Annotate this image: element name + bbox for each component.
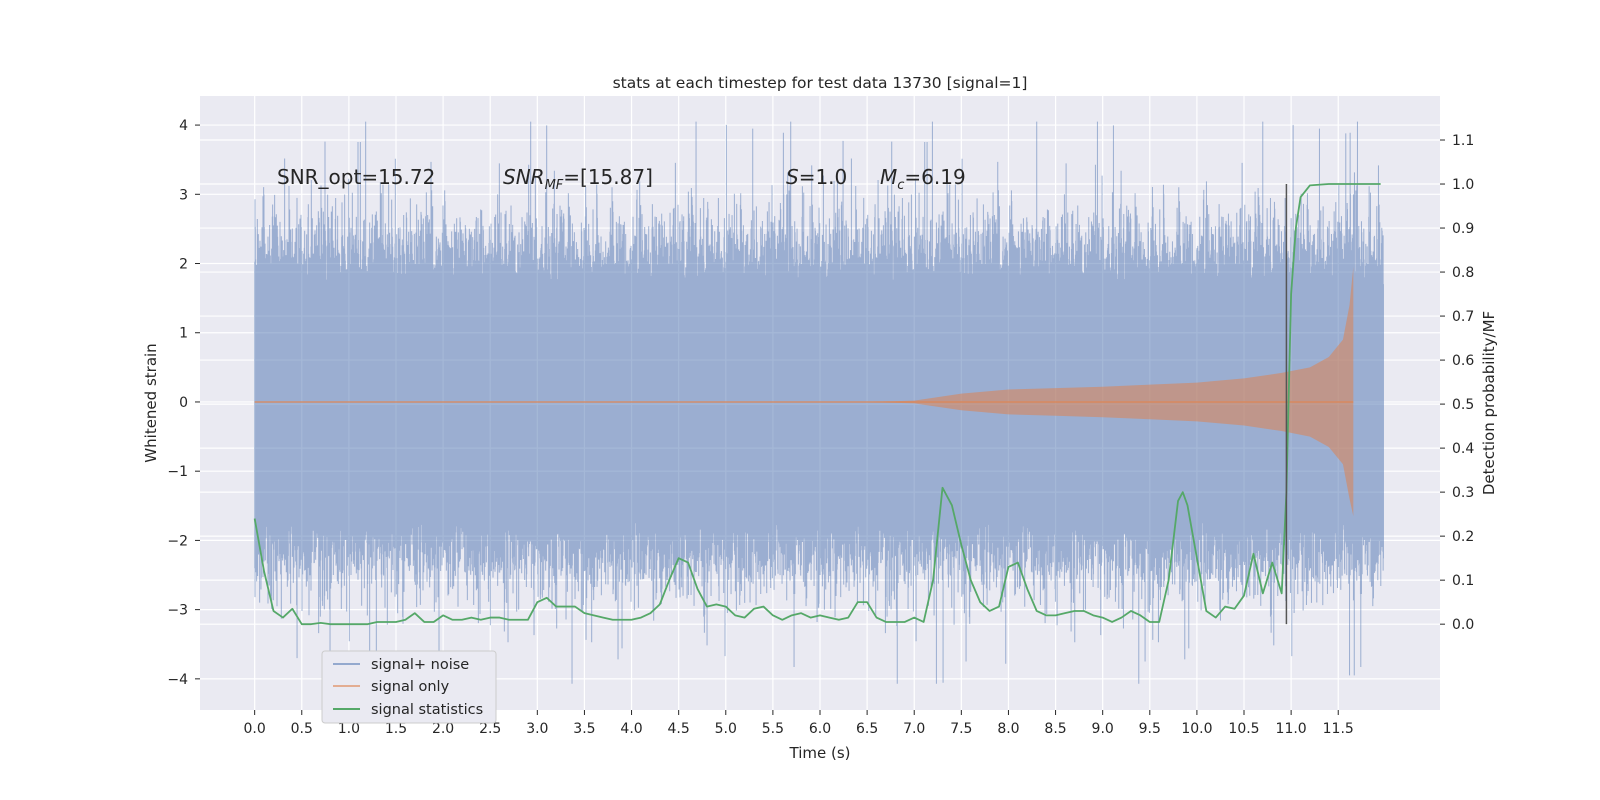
right-y-tick-label: 1.0 bbox=[1452, 177, 1474, 193]
x-tick-label: 1.0 bbox=[338, 721, 360, 737]
right-y-tick-label: 0.7 bbox=[1452, 309, 1474, 325]
right-y-tick-label: 0.8 bbox=[1452, 265, 1474, 281]
right-y-tick-label: 0.1 bbox=[1452, 573, 1474, 589]
right-y-tick-label: 0.0 bbox=[1452, 617, 1474, 633]
x-tick-label: 6.5 bbox=[856, 721, 878, 737]
left-y-tick-label: −1 bbox=[167, 464, 188, 480]
chart-title: stats at each timestep for test data 137… bbox=[613, 74, 1028, 92]
left-y-tick-label: 1 bbox=[179, 326, 188, 342]
snr-mf-subscript: MF bbox=[545, 178, 564, 193]
x-tick-label: 11.5 bbox=[1323, 721, 1354, 737]
left-y-tick-label: −4 bbox=[167, 672, 188, 688]
x-tick-label: 8.5 bbox=[1044, 721, 1066, 737]
right-y-tick-label: 0.5 bbox=[1452, 397, 1474, 413]
x-tick-label: 10.0 bbox=[1181, 721, 1212, 737]
x-tick-label: 2.5 bbox=[479, 721, 501, 737]
mc-subscript: c bbox=[897, 178, 904, 193]
x-tick-label: 4.0 bbox=[620, 721, 642, 737]
x-tick-label: 4.5 bbox=[668, 721, 690, 737]
mc-symbol: M bbox=[880, 165, 897, 189]
legend-label-statistics: signal statistics bbox=[371, 702, 483, 718]
snr-mf-symbol: SNR bbox=[503, 165, 545, 189]
x-tick-label: 9.5 bbox=[1139, 721, 1161, 737]
x-tick-label: 0.5 bbox=[291, 721, 313, 737]
x-tick-label: 10.5 bbox=[1228, 721, 1259, 737]
series-signal-statistics bbox=[253, 183, 1381, 626]
s-value: =1.0 bbox=[799, 165, 848, 189]
mc-value: =6.19 bbox=[904, 165, 965, 189]
left-y-axis-ticks: 4 3 2 1 0 −1 −2 −3 −4 bbox=[167, 118, 200, 688]
legend-label-signal: signal only bbox=[371, 679, 450, 695]
snr-mf-value: =[15.87] bbox=[563, 165, 653, 189]
x-axis-ticks: 0.0 0.5 1.0 1.5 2.0 2.5 3.0 3.5 4.0 4.5 5.0 5.5 6.0 6… bbox=[244, 710, 1354, 737]
x-tick-label: 5.5 bbox=[762, 721, 784, 737]
snr-opt-annotation: SNR_opt=15.72 bbox=[277, 165, 435, 189]
x-tick-label: 3.0 bbox=[526, 721, 548, 737]
legend-label-noise: signal+ noise bbox=[371, 657, 469, 673]
legend-box bbox=[321, 650, 497, 724]
right-y-tick-label: 0.3 bbox=[1452, 485, 1474, 501]
left-y-tick-label: 0 bbox=[179, 395, 188, 411]
x-tick-label: 8.0 bbox=[997, 721, 1019, 737]
x-axis-label: Time (s) bbox=[789, 744, 851, 762]
s-annotation: S=1.0 bbox=[786, 165, 847, 189]
x-tick-label: 3.5 bbox=[573, 721, 595, 737]
right-y-tick-label: 1.1 bbox=[1452, 133, 1474, 149]
left-y-tick-label: 3 bbox=[179, 187, 188, 203]
left-y-axis-label: Whitened strain bbox=[142, 343, 160, 462]
s-symbol: S bbox=[786, 165, 799, 189]
x-tick-label: 9.0 bbox=[1092, 721, 1114, 737]
right-y-tick-label: 0.6 bbox=[1452, 353, 1474, 369]
x-tick-label: 5.0 bbox=[715, 721, 737, 737]
x-tick-label: 0.0 bbox=[244, 721, 266, 737]
series-signal-only bbox=[254, 266, 1354, 517]
signal-envelope bbox=[254, 266, 1354, 517]
statistics-line bbox=[253, 183, 1381, 626]
x-tick-label: 6.0 bbox=[809, 721, 831, 737]
snr-mf-annotation: SNRMF=[15.87] bbox=[503, 165, 653, 193]
x-tick-label: 11.0 bbox=[1276, 721, 1307, 737]
right-y-tick-label: 0.9 bbox=[1452, 221, 1474, 237]
right-y-axis-ticks: 1.1 1.0 0.9 0.8 0.7 0.6 0.5 0.4 0.3 0.2 0.1 0.0 bbox=[1440, 133, 1474, 633]
mc-annotation: Mc=6.19 bbox=[880, 165, 966, 193]
right-y-tick-label: 0.4 bbox=[1452, 441, 1474, 457]
right-y-axis-label: Detection probability/MF bbox=[1480, 311, 1498, 495]
right-y-tick-label: 0.2 bbox=[1452, 529, 1474, 545]
x-tick-label: 1.5 bbox=[385, 721, 407, 737]
left-y-tick-label: 4 bbox=[179, 118, 188, 134]
left-y-tick-label: −3 bbox=[167, 603, 188, 619]
left-y-tick-label: −2 bbox=[167, 533, 188, 549]
x-tick-label: 7.0 bbox=[903, 721, 925, 737]
legend: signal+ noise signal only signal statist… bbox=[321, 650, 497, 724]
x-tick-label: 7.5 bbox=[950, 721, 972, 737]
left-y-tick-label: 2 bbox=[179, 257, 188, 273]
x-tick-label: 2.0 bbox=[432, 721, 454, 737]
